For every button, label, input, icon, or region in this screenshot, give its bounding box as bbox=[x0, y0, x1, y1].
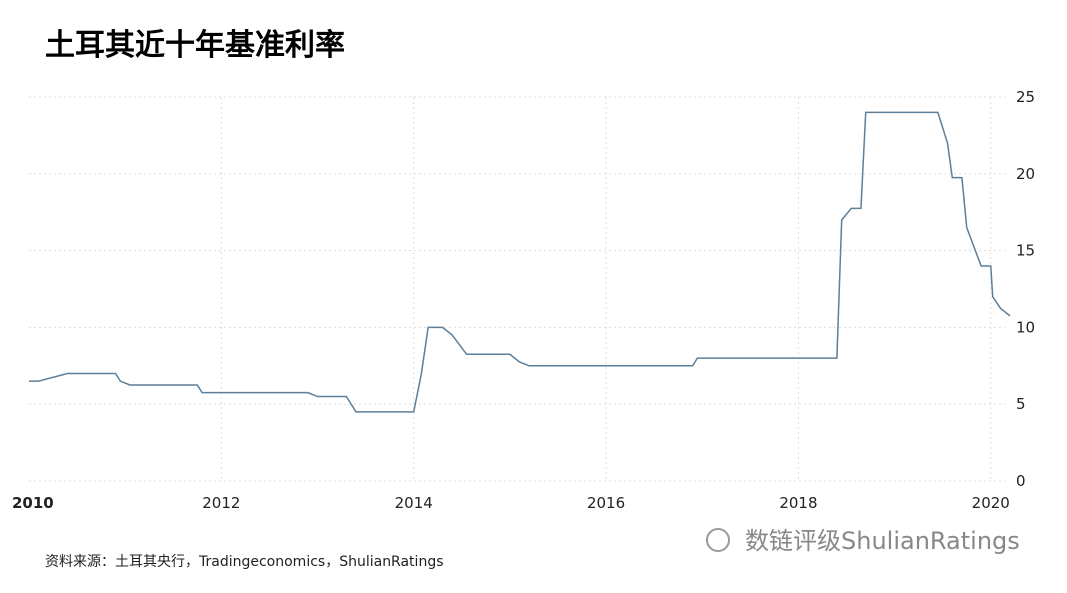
x-tick-label: 2018 bbox=[779, 494, 817, 512]
source-note: 资料来源：土耳其央行，Tradingeconomics，ShulianRatin… bbox=[45, 554, 444, 570]
watermark-icon bbox=[706, 528, 730, 552]
y-tick-label: 25 bbox=[1016, 88, 1035, 106]
y-tick-label: 5 bbox=[1016, 395, 1026, 413]
x-tick-label: 2010 bbox=[12, 494, 54, 512]
x-tick-label: 2012 bbox=[202, 494, 240, 512]
x-tick-label: 2014 bbox=[395, 494, 433, 512]
y-tick-label: 15 bbox=[1016, 242, 1035, 260]
x-tick-label: 2020 bbox=[972, 494, 1010, 512]
y-tick-label: 10 bbox=[1016, 318, 1035, 336]
y-tick-label: 20 bbox=[1016, 165, 1035, 183]
x-tick-label: 2016 bbox=[587, 494, 625, 512]
chart-title: 土耳其近十年基准利率 bbox=[45, 28, 345, 63]
data-line bbox=[29, 111, 1011, 413]
watermark: 数链评级ShulianRatings bbox=[745, 527, 1020, 555]
y-tick-label: 0 bbox=[1016, 472, 1026, 490]
